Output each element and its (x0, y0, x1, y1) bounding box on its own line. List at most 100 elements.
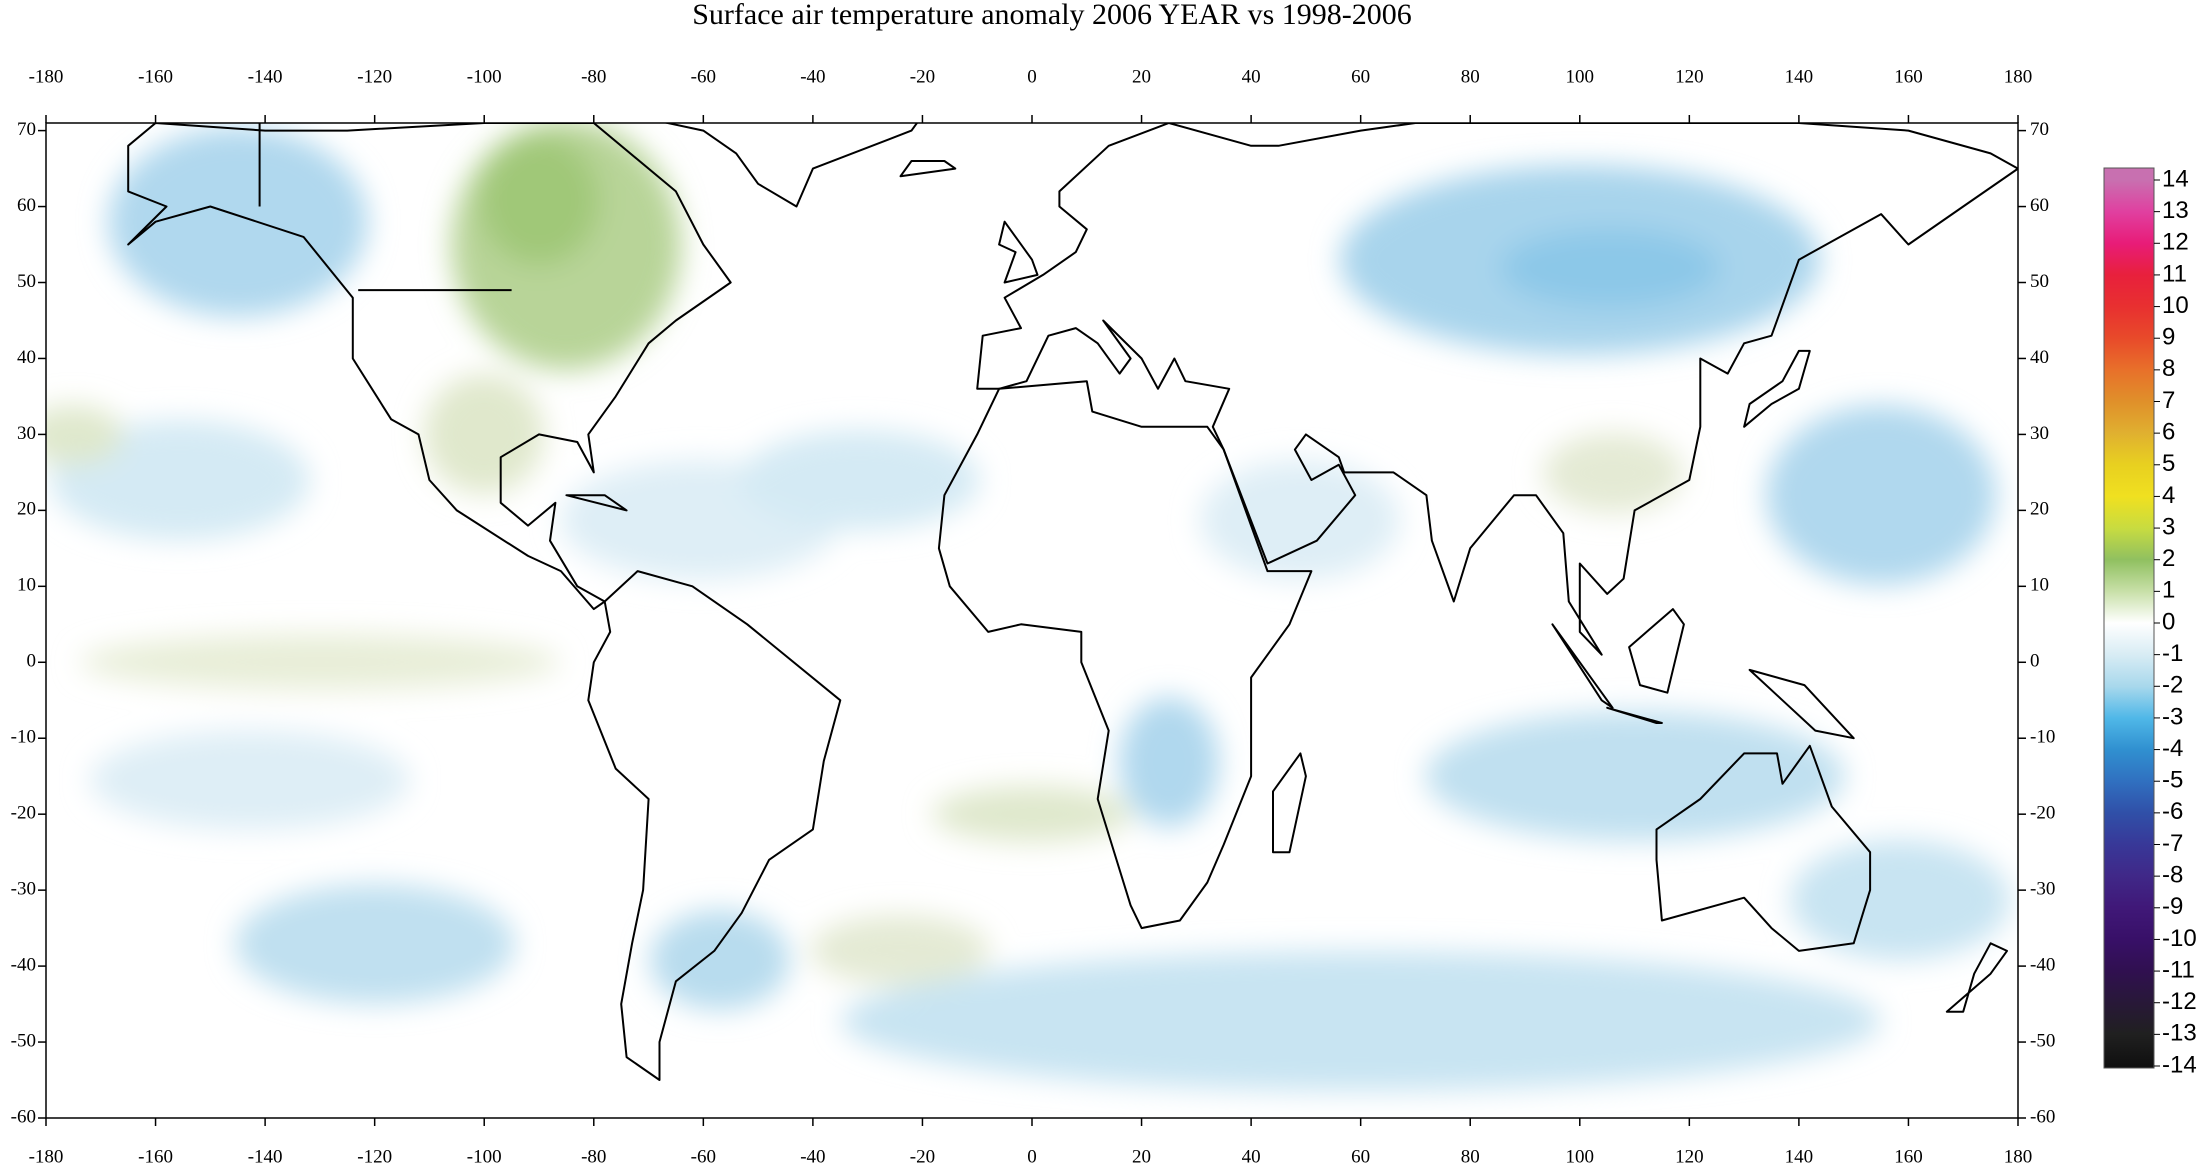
x-tick-label: 160 (1894, 1146, 1923, 1167)
patch (80, 634, 560, 690)
coastline (976, 123, 2018, 656)
y-tick-label: 30 (2030, 423, 2049, 444)
colorbar-tick-label: 11 (2162, 260, 2187, 287)
colorbar-tick-label: -6 (2162, 798, 2183, 825)
y-tick-label: -40 (11, 954, 36, 975)
patch (46, 405, 123, 465)
colorbar-tick-label: -8 (2162, 861, 2183, 888)
coastline (565, 494, 628, 512)
y-tick-label: 10 (17, 575, 36, 596)
x-tick-label: 0 (1027, 1146, 1037, 1167)
patch (810, 915, 990, 985)
colorbar-tick-label: -7 (2162, 830, 2183, 857)
x-tick-label: 180 (2004, 1146, 2033, 1167)
x-tick-label: -20 (910, 1146, 935, 1167)
patch (1425, 711, 1845, 841)
y-tick-label: 20 (17, 499, 36, 520)
colorbar-tick-label: 5 (2162, 450, 2175, 477)
x-tick-label: -140 (248, 1146, 283, 1167)
y-tick-label: -30 (11, 878, 36, 899)
colorbar-tick-label: 9 (2162, 324, 2175, 351)
colorbar-tick-label: 3 (2162, 513, 2175, 540)
colorbar-tick-label: 6 (2162, 418, 2175, 445)
x-tick-label: 20 (1132, 1146, 1151, 1167)
coastline (899, 160, 957, 178)
patch (1766, 405, 1996, 585)
y-tick-label: 20 (2030, 499, 2049, 520)
patch (650, 910, 790, 1010)
x-tick-label: -180 (29, 66, 64, 87)
x-tick-label: 180 (2004, 66, 2033, 87)
colorbar-tick-label: 10 (2162, 292, 2189, 319)
x-tick-label: 80 (1461, 1146, 1480, 1167)
colorbar-tick-label: -2 (2162, 672, 2183, 699)
coastline (127, 123, 732, 611)
patch (1500, 228, 1720, 308)
x-tick-label: -20 (910, 66, 935, 87)
y-tick-label: -60 (11, 1106, 36, 1127)
anomaly-field (46, 123, 2018, 1118)
x-tick-label: 140 (1785, 66, 1814, 87)
x-tick-label: -140 (248, 66, 283, 87)
x-tick-label: -120 (357, 1146, 392, 1167)
x-tick-label: 100 (1566, 1146, 1595, 1167)
patch (1543, 433, 1683, 513)
x-tick-label: 120 (1675, 66, 1704, 87)
x-tick-label: 100 (1566, 66, 1595, 87)
x-tick-label: 160 (1894, 66, 1923, 87)
y-tick-label: 70 (2030, 119, 2049, 140)
patch (424, 374, 544, 494)
x-tick-label: -60 (691, 1146, 716, 1167)
colorbar-tick-label: -11 (2162, 956, 2195, 983)
patch (235, 884, 515, 1004)
colorbar-tick-label: 12 (2162, 229, 2189, 256)
x-tick-label: 0 (1027, 66, 1037, 87)
colorbar-tick-label: 7 (2162, 387, 2175, 414)
coastline (1945, 942, 2008, 1013)
x-tick-label: 80 (1461, 66, 1480, 87)
y-tick-label: 60 (2030, 195, 2049, 216)
y-tick-label: 40 (17, 347, 36, 368)
patch (108, 127, 368, 317)
y-tick-label: 10 (2030, 575, 2049, 596)
x-tick-label: -100 (467, 1146, 502, 1167)
colorbar-tick-label: 13 (2162, 197, 2189, 224)
colorbar (2103, 167, 2155, 1069)
colorbar-tick-label: 2 (2162, 545, 2175, 572)
coastline (1606, 706, 1663, 724)
patch (841, 951, 1881, 1091)
patch (479, 135, 599, 265)
coastline (1628, 608, 1685, 694)
coastline (587, 570, 842, 1081)
y-tick-label: -50 (11, 1030, 36, 1051)
patch (1790, 840, 2010, 960)
colorbar-tick-label: -4 (2162, 735, 2183, 762)
y-tick-label: -40 (2030, 954, 2055, 975)
y-tick-label: 70 (17, 119, 36, 140)
x-tick-label: -160 (138, 66, 173, 87)
y-tick-label: 0 (2030, 651, 2040, 672)
y-tick-label: -30 (2030, 878, 2055, 899)
colorbar-tick-label: 0 (2162, 608, 2175, 635)
anomaly-patches (46, 123, 2010, 1091)
y-tick-label: -60 (2030, 1106, 2055, 1127)
colorbar-tick-label: -5 (2162, 767, 2183, 794)
coastline (1743, 349, 1811, 428)
colorbar-tick-label: -14 (2162, 1051, 2197, 1078)
x-tick-label: -40 (800, 66, 825, 87)
x-tick-label: -40 (800, 1146, 825, 1167)
patch (90, 730, 410, 830)
x-tick-label: 140 (1785, 1146, 1814, 1167)
y-tick-label: -20 (2030, 803, 2055, 824)
patch (1200, 460, 1400, 580)
coastline (998, 220, 1039, 284)
colorbar-tick-label: 1 (2162, 577, 2175, 604)
x-tick-label: 20 (1132, 66, 1151, 87)
colorbar-tick-label: 14 (2162, 165, 2189, 192)
x-tick-label: 120 (1675, 1146, 1704, 1167)
y-tick-label: 50 (17, 271, 36, 292)
y-tick-label: 40 (2030, 347, 2049, 368)
patch (1119, 697, 1219, 827)
patch (740, 430, 980, 530)
